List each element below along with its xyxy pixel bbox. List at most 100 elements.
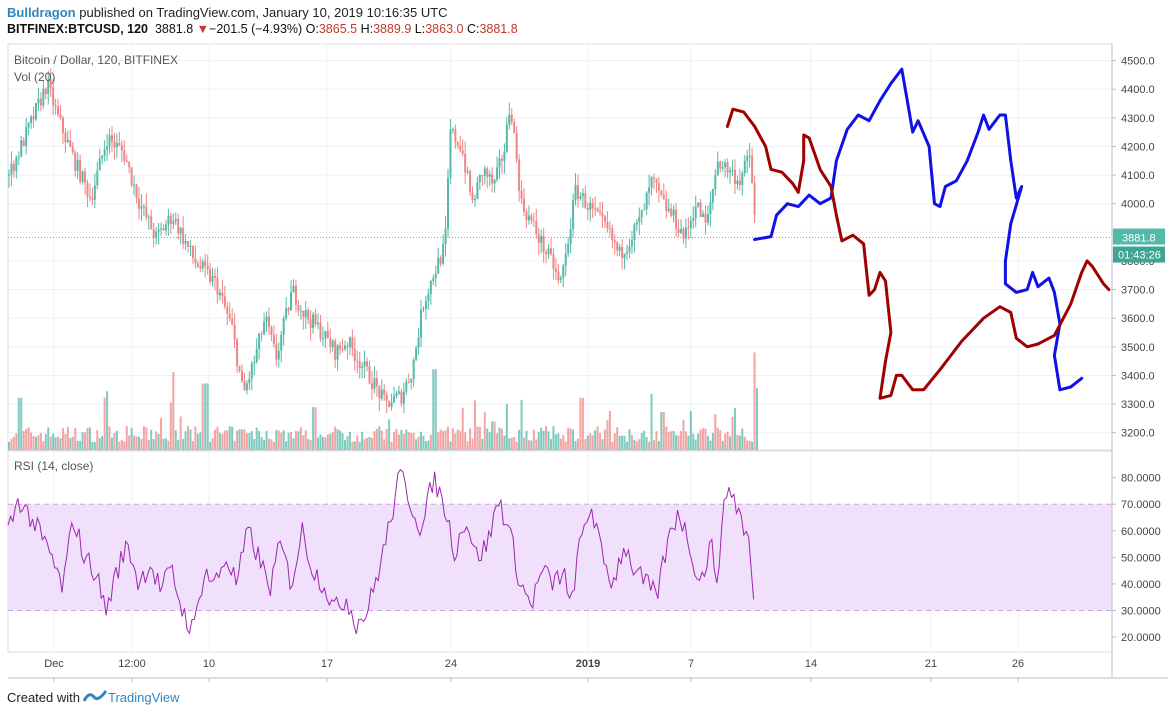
candle-body [400,391,403,404]
volume-bar [540,427,543,450]
candle-body [746,156,749,161]
candle-body [466,171,469,173]
candle-body [177,218,180,234]
volume-bar [12,436,15,450]
candle-body [334,340,337,360]
candle-body [211,275,214,282]
rsi-tick-label: 50.0000 [1121,552,1161,564]
candle-body [275,344,278,360]
volume-bar [245,433,248,450]
volume-bar [39,433,42,450]
time-axis[interactable]: Dec 12:00 10 17 24 2019 7 14 21 26 [8,44,1168,682]
volume-bar [106,391,109,450]
price-pane[interactable]: 4500.04400.04300.04200.04100.04000.03900… [7,43,1165,451]
volume-bar [294,430,297,450]
volume-bar [329,433,332,450]
price-tick-label: 3200.0 [1121,428,1155,440]
candle-body [32,116,35,120]
volume-bar [76,440,79,450]
price-tick-label: 4200.0 [1121,141,1155,153]
volume-bar [353,441,356,450]
candle-body [137,198,140,209]
volume-bar [194,426,197,450]
volume-bar [250,431,253,450]
candle-body [98,158,101,171]
candle-body [439,257,442,264]
volume-bar [667,431,670,450]
candle-body [353,348,356,361]
volume-bar [74,427,77,450]
candle-body [378,386,381,399]
volume-bar [420,431,423,450]
candle-body [321,338,324,340]
candle-body [402,391,405,404]
volume-bar [96,430,99,450]
volume-bar [471,438,474,450]
rsi-pane[interactable]: 80.0000 70.0000 60.0000 50.0000 40.0000 30.00… [7,450,1161,653]
volume-bar [133,435,136,450]
volume-bar [248,432,251,450]
candle-body [226,306,229,314]
volume-bar [297,431,300,450]
volume-bar [111,437,114,450]
tradingview-link[interactable]: TradingView [107,689,180,705]
candle-body [702,213,705,218]
volume-bar [115,430,118,450]
candle-body [39,98,42,106]
candle-body [611,228,614,241]
volume-bar [469,428,472,450]
volume-bar [155,431,158,450]
price-tick-label: 4100.0 [1121,170,1155,182]
candle-body [724,162,727,168]
candle-body [179,227,182,234]
volume-bar [270,439,273,450]
candle-body [638,217,641,223]
candle-body [689,220,692,228]
candle-body [393,395,396,403]
volume-bar [684,431,687,450]
volume-bar [214,429,217,450]
candle-body [557,271,560,281]
volume-bar [326,434,329,450]
candle-body [223,296,226,307]
time-tick-label: 7 [688,658,694,670]
volume-bar [292,438,295,450]
price-tick-label: 4400.0 [1121,84,1155,96]
candle-body [613,240,616,243]
volume-bar [459,431,462,450]
volume-bar [655,431,658,450]
volume-bar [299,427,302,450]
volume-bar [493,421,496,450]
volume-bar [586,435,589,450]
volume-bar [660,412,663,450]
candle-body [567,244,570,254]
volume-bar [137,436,140,450]
volume-bar [66,426,69,450]
volume-bar [390,441,393,450]
rsi-tick-label: 60.0000 [1121,526,1161,538]
volume-bar [240,429,243,450]
volume-bar [682,419,685,450]
candle-body [17,156,20,158]
volume-bar [694,439,697,450]
candle-body [675,209,678,229]
volume-bar [613,433,616,450]
volume-bar [699,429,702,450]
candle-body [366,361,369,367]
tradingview-logo-icon [82,689,108,706]
candle-body [27,122,30,128]
volume-bar [86,427,89,450]
candle-body [733,170,736,185]
volume-bar [412,432,415,450]
high-value: 3889.9 [373,22,412,36]
volume-bar [272,441,275,450]
volume-bar [581,397,584,450]
rsi-tick-label: 20.0000 [1121,632,1161,644]
candle-body [650,177,653,188]
volume-bar [547,431,550,450]
volume-bar [513,437,516,450]
candle-body [57,106,60,115]
author-link[interactable]: Bulldragon [7,5,76,20]
candle-body [464,153,467,173]
